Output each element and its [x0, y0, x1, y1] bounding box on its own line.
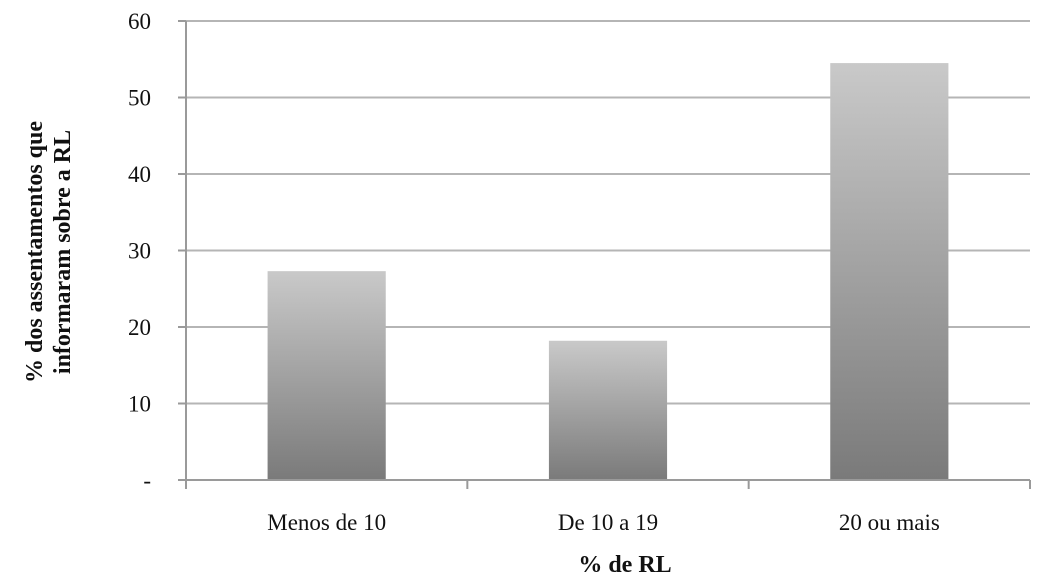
y-tick-label: 50	[128, 86, 151, 111]
bar	[267, 271, 386, 480]
x-tick-label: 20 ou mais	[839, 510, 940, 535]
bar	[830, 63, 949, 480]
y-tick-label: -	[143, 468, 151, 493]
x-tick-label: De 10 a 19	[558, 510, 658, 535]
bars	[267, 63, 949, 480]
y-tick-label: 20	[128, 315, 151, 340]
y-tick-label: 40	[128, 162, 151, 187]
y-tick-label: 60	[128, 9, 151, 34]
y-axis-title-line-2: informaram sobre a RL	[50, 130, 76, 374]
y-tick-label: 10	[128, 392, 151, 417]
y-tick-label: 30	[128, 239, 151, 264]
x-axis-title: % de RL	[578, 552, 671, 578]
y-axis-title: % dos assentamentos que informaram sobre…	[22, 121, 76, 383]
y-axis-title-line-1: % dos assentamentos que	[22, 121, 48, 383]
x-tick-label: Menos de 10	[267, 510, 386, 535]
axes	[178, 20, 1031, 489]
tick-labels: - 10 20 30 40 50 60 Menos de 10 De 10 a 19 20 ou …	[128, 9, 940, 535]
bar	[548, 340, 668, 480]
